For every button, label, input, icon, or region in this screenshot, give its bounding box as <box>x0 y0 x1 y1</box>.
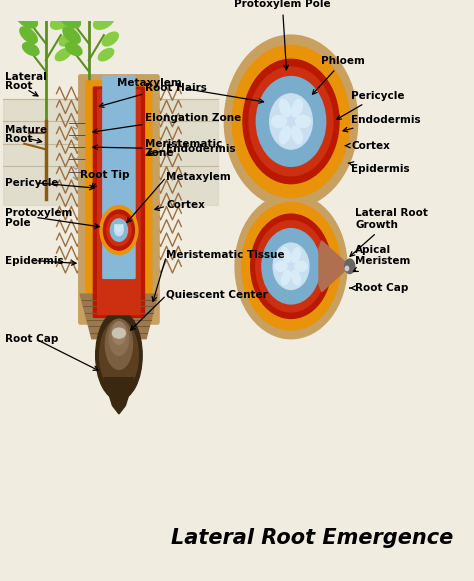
Text: Metaxylem: Metaxylem <box>117 78 264 103</box>
Text: Zone: Zone <box>145 148 174 158</box>
Ellipse shape <box>102 32 118 46</box>
Ellipse shape <box>16 9 37 28</box>
Text: Root Hairs: Root Hairs <box>145 83 207 93</box>
Circle shape <box>103 210 135 250</box>
Text: Pericycle: Pericycle <box>5 178 58 188</box>
Text: Endodermis: Endodermis <box>166 144 236 155</box>
Ellipse shape <box>345 266 348 271</box>
Circle shape <box>249 67 333 176</box>
Polygon shape <box>80 294 158 339</box>
Circle shape <box>262 229 320 304</box>
Circle shape <box>242 203 340 330</box>
Text: Root Cap: Root Cap <box>350 283 409 293</box>
Circle shape <box>232 45 350 198</box>
Circle shape <box>100 206 138 254</box>
Ellipse shape <box>109 322 128 356</box>
Ellipse shape <box>292 99 302 117</box>
Circle shape <box>243 59 339 184</box>
Ellipse shape <box>20 27 37 44</box>
Text: Endodermis: Endodermis <box>343 114 420 132</box>
Ellipse shape <box>282 248 291 263</box>
Ellipse shape <box>51 13 71 29</box>
Circle shape <box>251 214 331 318</box>
Polygon shape <box>319 241 350 292</box>
Circle shape <box>256 77 326 166</box>
Ellipse shape <box>105 319 132 370</box>
Ellipse shape <box>93 13 114 29</box>
Text: Lateral Root Emergence: Lateral Root Emergence <box>172 528 454 547</box>
Text: Epidermis: Epidermis <box>348 162 410 174</box>
Ellipse shape <box>23 42 39 56</box>
Text: Meristematic Tissue: Meristematic Tissue <box>166 250 285 260</box>
Circle shape <box>273 243 309 289</box>
Text: Quiescent Center: Quiescent Center <box>166 289 268 299</box>
Ellipse shape <box>292 248 301 263</box>
Ellipse shape <box>59 32 75 46</box>
Ellipse shape <box>112 328 126 338</box>
Ellipse shape <box>118 225 123 231</box>
Ellipse shape <box>295 261 307 271</box>
Circle shape <box>270 94 312 149</box>
Text: Root Tip: Root Tip <box>80 170 130 180</box>
Text: Protoxylem Pole: Protoxylem Pole <box>234 0 331 70</box>
Ellipse shape <box>280 99 291 117</box>
Circle shape <box>235 194 347 339</box>
Ellipse shape <box>96 311 142 400</box>
Text: Protoxylem: Protoxylem <box>5 209 73 218</box>
Text: Pericycle: Pericycle <box>337 91 404 119</box>
Ellipse shape <box>112 322 126 345</box>
FancyBboxPatch shape <box>102 75 136 279</box>
Ellipse shape <box>55 48 71 61</box>
Ellipse shape <box>280 126 291 144</box>
Circle shape <box>224 35 358 208</box>
Text: Apical
Meristem: Apical Meristem <box>354 245 410 271</box>
Text: Root Cap: Root Cap <box>5 333 58 344</box>
Bar <box>3 99 218 205</box>
Ellipse shape <box>63 27 80 44</box>
Ellipse shape <box>292 270 301 285</box>
Text: Meristematic: Meristematic <box>145 138 222 149</box>
FancyBboxPatch shape <box>85 80 153 321</box>
Text: Phloem: Phloem <box>312 56 365 94</box>
Circle shape <box>256 221 326 312</box>
Ellipse shape <box>65 42 82 56</box>
Ellipse shape <box>272 116 286 127</box>
Ellipse shape <box>292 126 302 144</box>
Text: Lateral Root
Growth: Lateral Root Growth <box>350 209 428 256</box>
Ellipse shape <box>58 9 81 28</box>
Ellipse shape <box>98 48 114 61</box>
Circle shape <box>107 214 131 246</box>
Text: Metaxylem: Metaxylem <box>166 172 231 182</box>
FancyBboxPatch shape <box>97 89 141 315</box>
FancyBboxPatch shape <box>78 74 160 325</box>
Circle shape <box>110 219 128 241</box>
Text: Cortex: Cortex <box>345 141 390 150</box>
Ellipse shape <box>282 270 291 285</box>
Text: Mature: Mature <box>5 124 47 135</box>
Ellipse shape <box>345 259 355 274</box>
Text: Root: Root <box>5 134 32 144</box>
Polygon shape <box>104 378 134 414</box>
Ellipse shape <box>100 319 138 392</box>
Text: Cortex: Cortex <box>166 200 205 210</box>
Ellipse shape <box>296 116 310 127</box>
Text: Epidermis: Epidermis <box>5 256 64 266</box>
Circle shape <box>115 224 123 236</box>
Text: Elongation Zone: Elongation Zone <box>145 113 241 124</box>
Ellipse shape <box>115 225 120 231</box>
Ellipse shape <box>275 261 287 271</box>
FancyBboxPatch shape <box>93 87 145 318</box>
Text: Pole: Pole <box>5 218 30 228</box>
Text: Lateral: Lateral <box>5 71 46 82</box>
Text: Root: Root <box>5 81 32 91</box>
